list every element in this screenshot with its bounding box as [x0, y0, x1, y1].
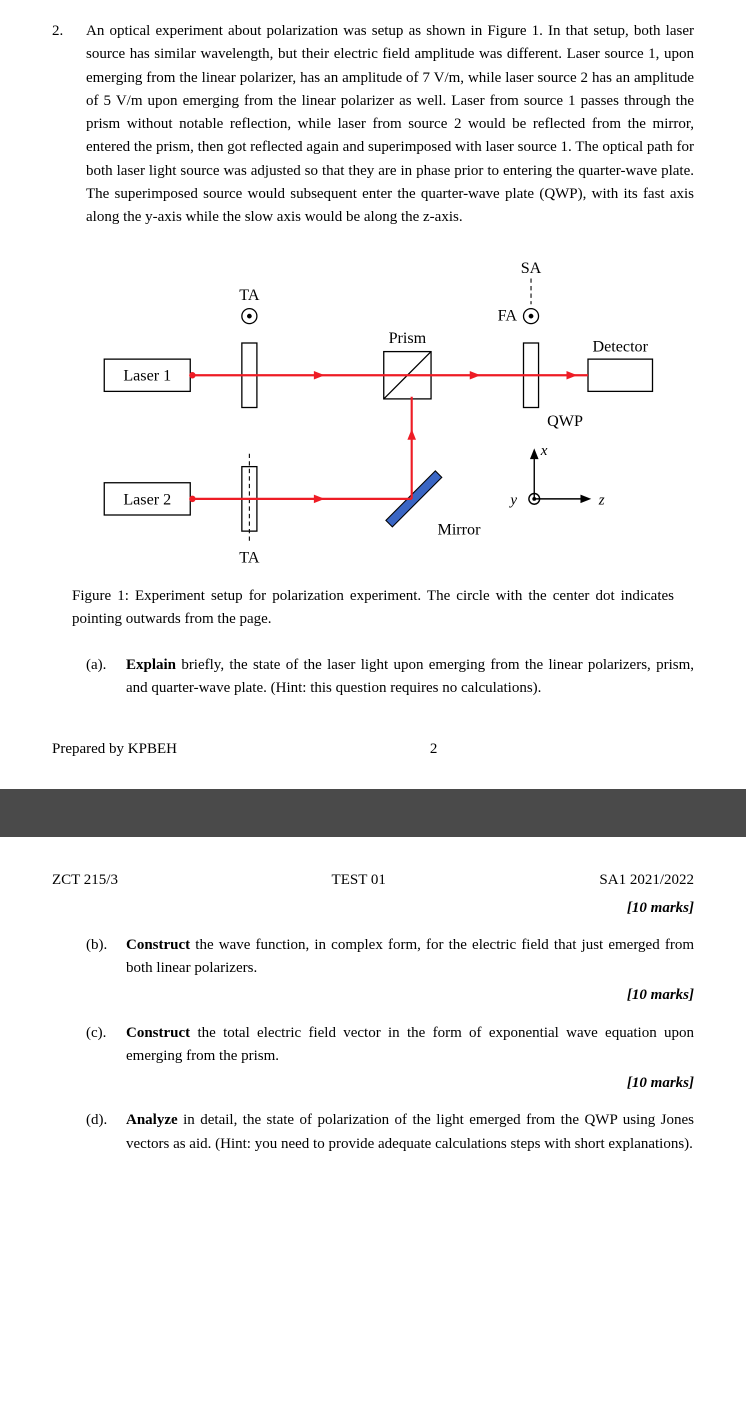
detector-box	[588, 359, 653, 391]
part-d-label: (d).	[86, 1109, 116, 1156]
coord-axes	[529, 449, 591, 505]
ta1-dot	[247, 314, 252, 319]
footer-center: 2	[430, 738, 438, 761]
axis-x-label: x	[540, 443, 548, 459]
part-d-verb: Analyze	[126, 1112, 178, 1128]
header-left: ZCT 215/3	[52, 869, 118, 892]
laser2-label: Laser 2	[123, 492, 171, 509]
part-d-rest: in detail, the state of polarization of …	[126, 1112, 694, 1151]
part-b-rest: the wave function, in complex form, for …	[126, 937, 694, 976]
fa-dot	[529, 314, 534, 319]
figure-caption: Figure 1: Experiment setup for polarizat…	[72, 585, 674, 632]
part-b: (b). Construct the wave function, in com…	[52, 934, 694, 981]
question-number: 2.	[52, 20, 74, 229]
page-2-footer: Prepared by KPBEH 2 .	[52, 738, 694, 761]
part-c-rest: the total electric field vector in the f…	[126, 1025, 694, 1064]
beam-paths	[189, 371, 588, 503]
part-a-verb: Explain	[126, 657, 176, 673]
part-a-body: Explain briefly, the state of the laser …	[126, 654, 694, 701]
part-b-verb: Construct	[126, 937, 190, 953]
question-block: 2. An optical experiment about polarizat…	[52, 20, 694, 229]
laser1-label: Laser 1	[123, 368, 171, 385]
ta2-label: TA	[239, 550, 260, 567]
figure-1: Laser 1 Laser 2 TA TA Prism	[72, 257, 674, 569]
part-d-body: Analyze in detail, the state of polariza…	[126, 1109, 694, 1156]
page-gap	[0, 789, 746, 837]
ta1-label: TA	[239, 287, 260, 304]
figure-svg: Laser 1 Laser 2 TA TA Prism	[72, 257, 674, 569]
part-c: (c). Construct the total electric field …	[52, 1022, 694, 1069]
page-2: 2. An optical experiment about polarizat…	[0, 0, 746, 789]
part-b-label: (b).	[86, 934, 116, 981]
part-c-marks: [10 marks]	[52, 1072, 694, 1095]
sa-label: SA	[521, 260, 542, 277]
part-a-rest: briefly, the state of the laser light up…	[126, 657, 694, 696]
header-right: SA1 2021/2022	[599, 869, 694, 892]
page-3-header: ZCT 215/3 TEST 01 SA1 2021/2022	[52, 869, 694, 892]
header-center: TEST 01	[332, 869, 386, 892]
part-c-verb: Construct	[126, 1025, 190, 1041]
part-a: (a). Explain briefly, the state of the l…	[52, 654, 694, 701]
page-3: ZCT 215/3 TEST 01 SA1 2021/2022 [10 mark…	[0, 837, 746, 1184]
qwp-label: QWP	[547, 413, 583, 430]
marks-top: [10 marks]	[52, 897, 694, 920]
mirror-label: Mirror	[438, 522, 482, 539]
axis-z-label: z	[598, 493, 605, 509]
part-d: (d). Analyze in detail, the state of pol…	[52, 1109, 694, 1156]
axis-y-label: y	[508, 493, 517, 509]
detector-label: Detector	[593, 339, 649, 356]
footer-left: Prepared by KPBEH	[52, 738, 177, 761]
question-text: An optical experiment about polarization…	[86, 20, 694, 229]
part-c-body: Construct the total electric field vecto…	[126, 1022, 694, 1069]
part-b-body: Construct the wave function, in complex …	[126, 934, 694, 981]
part-c-label: (c).	[86, 1022, 116, 1069]
prism-label: Prism	[389, 330, 427, 347]
fa-label: FA	[498, 308, 518, 325]
part-a-label: (a).	[86, 654, 116, 701]
part-b-marks: [10 marks]	[52, 984, 694, 1007]
